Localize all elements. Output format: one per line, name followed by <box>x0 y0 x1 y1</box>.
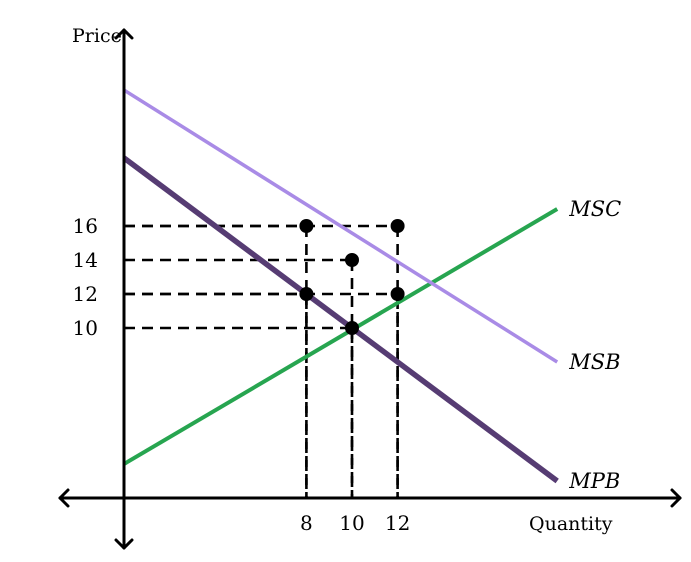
point-8-12-3 <box>299 287 314 301</box>
x-tick-12: 12 <box>385 511 410 535</box>
series-labels: MSC MSB MPB <box>568 197 621 493</box>
series-label-msc: MSC <box>568 197 621 221</box>
x-axis-title: Quantity <box>529 513 613 535</box>
guide-lines <box>124 224 399 498</box>
point-12-12-4 <box>390 287 405 301</box>
point-10-10-5 <box>345 321 359 335</box>
intersection-points <box>299 219 405 335</box>
series-label-msb: MSB <box>568 350 620 374</box>
series-line-mpb <box>122 155 559 484</box>
y-axis-title: Price <box>72 25 122 47</box>
point-8-16-0 <box>299 219 314 233</box>
x-axis-left-arrow <box>58 488 70 508</box>
series-line-msb <box>123 88 559 364</box>
axes <box>58 28 682 550</box>
y-tick-14: 14 <box>73 248 98 272</box>
x-tick-8: 8 <box>300 511 313 535</box>
series-label-mpb: MPB <box>568 469 620 493</box>
point-10-14-2 <box>345 253 359 267</box>
x-axis-right-arrow <box>670 488 682 508</box>
y-axis-up-arrow <box>114 28 134 40</box>
y-tick-16: 16 <box>73 214 98 238</box>
y-axis-down-arrow <box>114 538 134 550</box>
series-lines <box>122 88 559 484</box>
tick-labels: 10 12 14 16 8 10 12 <box>73 214 411 535</box>
point-12-16-1 <box>390 219 405 233</box>
y-tick-12: 12 <box>73 282 98 306</box>
labels: Price Quantity <box>72 25 613 535</box>
y-tick-10: 10 <box>73 316 98 340</box>
x-tick-10: 10 <box>339 511 364 535</box>
series-line-msc <box>122 207 559 466</box>
